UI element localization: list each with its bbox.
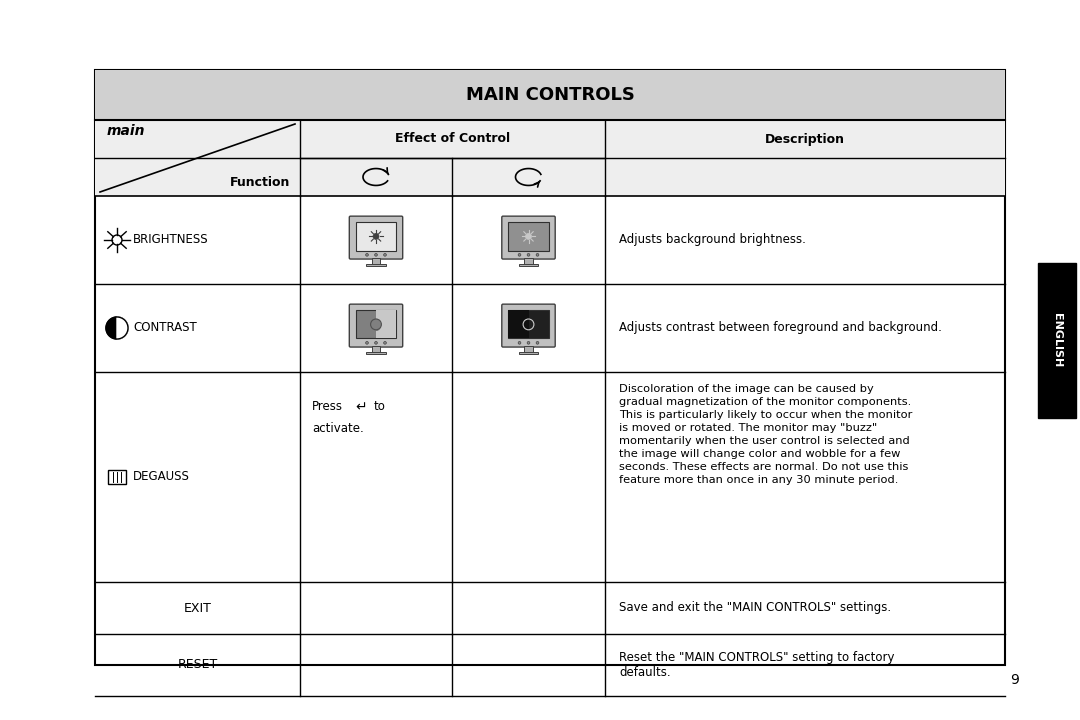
FancyBboxPatch shape	[349, 304, 403, 347]
Text: 9: 9	[1010, 673, 1018, 687]
Bar	[524, 346, 532, 352]
Bar	[95, 70, 1005, 665]
Bar	[509, 222, 549, 251]
Text: Adjusts background brightness.: Adjusts background brightness.	[619, 233, 806, 246]
Circle shape	[518, 253, 521, 256]
Text: Function: Function	[230, 176, 291, 189]
Circle shape	[527, 253, 530, 256]
Circle shape	[366, 253, 368, 256]
Bar	[95, 158, 1005, 196]
Text: Discoloration of the image can be caused by
gradual magnetization of the monitor: Discoloration of the image can be caused…	[619, 384, 913, 485]
Circle shape	[383, 253, 387, 256]
Bar	[518, 264, 538, 266]
Text: EXIT: EXIT	[184, 601, 212, 614]
Bar	[509, 310, 549, 338]
Circle shape	[536, 253, 539, 256]
Circle shape	[383, 341, 387, 344]
Text: Save and exit the "MAIN CONTROLS" settings.: Save and exit the "MAIN CONTROLS" settin…	[619, 601, 891, 614]
Bar	[108, 470, 126, 484]
Bar	[95, 120, 1005, 158]
Text: MAIN CONTROLS: MAIN CONTROLS	[465, 86, 634, 104]
Text: Effect of Control: Effect of Control	[395, 132, 510, 145]
Text: Press: Press	[312, 400, 343, 413]
Text: to: to	[374, 400, 386, 413]
Circle shape	[518, 341, 521, 344]
Text: ↵: ↵	[355, 400, 366, 414]
Bar	[518, 352, 538, 354]
Circle shape	[536, 341, 539, 344]
Circle shape	[106, 317, 129, 339]
Bar	[524, 258, 532, 264]
Bar	[356, 222, 396, 251]
Text: RESET: RESET	[177, 659, 218, 672]
Circle shape	[527, 341, 530, 344]
FancyBboxPatch shape	[502, 216, 555, 259]
Text: DEGAUSS: DEGAUSS	[133, 470, 190, 484]
Text: activate.: activate.	[312, 423, 364, 436]
Bar	[376, 310, 396, 338]
Text: main: main	[107, 125, 146, 138]
FancyBboxPatch shape	[349, 216, 403, 259]
Text: ENGLISH: ENGLISH	[1052, 313, 1062, 367]
FancyBboxPatch shape	[502, 304, 555, 347]
Bar	[509, 310, 528, 338]
Polygon shape	[117, 317, 129, 339]
Text: CONTRAST: CONTRAST	[133, 322, 197, 335]
Bar	[356, 310, 396, 338]
Bar	[372, 346, 380, 352]
Text: Adjusts contrast between foreground and background.: Adjusts contrast between foreground and …	[619, 322, 942, 335]
Circle shape	[375, 253, 377, 256]
Bar	[1038, 263, 1076, 418]
Text: BRIGHTNESS: BRIGHTNESS	[133, 233, 208, 246]
Circle shape	[366, 341, 368, 344]
Circle shape	[526, 233, 531, 239]
Text: Description: Description	[765, 132, 845, 145]
Text: Reset the "MAIN CONTROLS" setting to factory
defaults.: Reset the "MAIN CONTROLS" setting to fac…	[619, 651, 894, 679]
Bar	[95, 70, 1005, 120]
Bar	[366, 264, 386, 266]
Circle shape	[375, 341, 377, 344]
Bar	[366, 352, 386, 354]
Circle shape	[373, 233, 379, 239]
Bar	[372, 258, 380, 264]
